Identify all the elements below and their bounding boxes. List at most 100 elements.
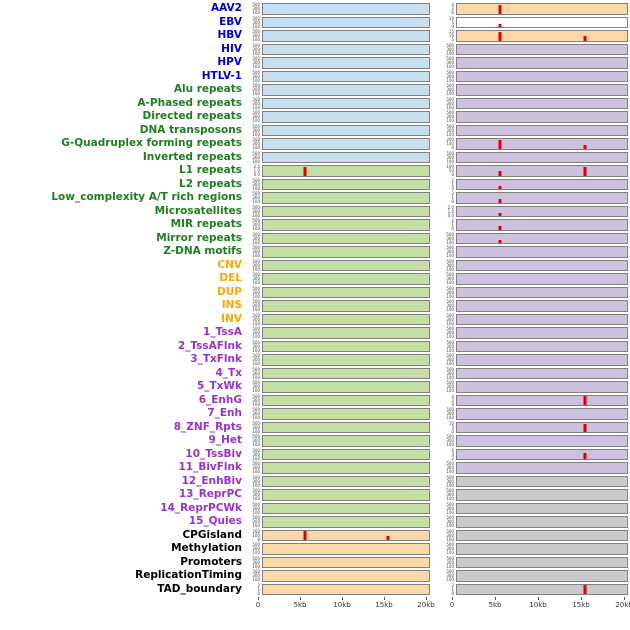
y-tick-label: 100 [252, 532, 260, 538]
y-tick-label: 100 [252, 118, 260, 123]
track-label: INV [221, 312, 242, 325]
peak-spike [498, 24, 501, 27]
y-tick-label: 300 [252, 438, 260, 443]
y-tick-label: 500 [252, 258, 260, 264]
y-tick-label: 300 [252, 559, 260, 565]
y-tick-label: 300 [252, 276, 260, 281]
right-y-axis: 500 300 100 [440, 83, 456, 97]
y-tick-label: 100 [446, 91, 454, 96]
y-tick-label: 0 [451, 590, 454, 596]
y-tick-label: 100 [252, 64, 260, 69]
track-label: Methylation [171, 542, 242, 554]
track-label: ReplicationTiming [135, 569, 242, 581]
track-label: 12_EnhBiv [181, 474, 242, 487]
y-tick-label: 300 [446, 249, 454, 254]
peak-spike [498, 199, 501, 203]
track-row: 14_ReprPCWk 500 300 100 500 300 100 [12, 502, 630, 516]
right-plot [456, 232, 628, 244]
x-tick [426, 597, 427, 600]
right-plot [456, 219, 628, 231]
y-tick-label: 300 [252, 249, 260, 254]
right-plot [456, 394, 628, 406]
y-tick-label: 500 [446, 366, 454, 372]
y-tick-label: 300 [252, 60, 260, 65]
right-y-axis: 10 5 0 [440, 16, 456, 30]
left-y-axis: 500 300 100 [246, 43, 262, 57]
right-y-axis: 500 300 100 [440, 272, 456, 286]
y-tick-label: 500 [446, 42, 454, 48]
peak-spike [498, 140, 501, 149]
right-y-axis: 500 300 100 [440, 313, 456, 327]
track-label: Alu repeats [173, 83, 242, 95]
y-tick-label: 500 [446, 285, 454, 291]
right-plot [456, 354, 628, 366]
right-y-axis: 500 300 100 [440, 326, 456, 340]
y-tick-label: 100 [446, 361, 454, 366]
y-tick-label: 500 [446, 150, 454, 156]
left-plot [262, 259, 430, 271]
track-label: TAD_boundary [157, 582, 242, 595]
y-tick-label: 0 [451, 226, 454, 231]
right-plot [456, 273, 628, 285]
track-row: INV 500 300 100 500 300 100 [12, 313, 630, 327]
track-row: Inverted repeats 500 300 100 500 300 100 [12, 151, 630, 165]
y-tick-label: 500 [252, 204, 260, 210]
y-tick-label: 300 [252, 303, 260, 308]
y-tick-label: 300 [252, 519, 260, 524]
y-tick-label: 500 [252, 299, 260, 304]
y-tick-label: 2 [451, 397, 454, 403]
y-tick-label: 100 [446, 280, 454, 285]
y-tick-label: 2 [451, 582, 454, 588]
x-tick [538, 597, 539, 600]
y-tick-label: 5 [451, 424, 454, 430]
peak-spike [498, 31, 501, 41]
y-tick-label: 500 [252, 272, 260, 277]
right-y-axis: 500 300 100 [440, 502, 456, 516]
y-tick-label: 100 [252, 145, 260, 150]
track-label: 2_TssAFlnk [177, 339, 242, 352]
y-tick-label: 100 [252, 442, 260, 447]
track-row: MIR repeats 500 300 100 2 1 0 [12, 218, 630, 232]
y-tick-label: 300 [446, 330, 454, 335]
left-plot [262, 273, 430, 285]
track-label: 1_TssA [203, 326, 242, 338]
right-plot [456, 111, 628, 123]
y-tick-label: 300 [252, 546, 260, 551]
y-tick-label: 500 [446, 245, 454, 250]
y-tick-label: 500 [446, 110, 454, 115]
y-tick-label: 200 [446, 137, 454, 142]
left-plot [262, 475, 430, 487]
y-tick-label: 300 [446, 60, 454, 65]
track-label: 3_TxFlnk [190, 353, 242, 365]
track-row: 3_TxFlnk 500 300 100 500 300 100 [12, 353, 630, 367]
y-tick-label: 100 [252, 131, 260, 137]
right-plot [456, 340, 628, 352]
left-plot [262, 448, 430, 460]
right-plot [456, 259, 628, 271]
left-plot [262, 367, 430, 379]
y-tick-label: 100 [252, 577, 260, 582]
track-row: Mirror repeats 500 300 100 500 300 100 [12, 232, 630, 246]
peak-spike [583, 167, 586, 176]
y-tick-label: 300 [446, 559, 454, 565]
left-y-axis: 500 300 100 [246, 205, 262, 219]
y-tick-label: 100 [252, 293, 260, 299]
left-plot [262, 340, 430, 352]
x-axis-row: 0 5kb 10kb 15kb 20kb 0 5kb 10kb 15kb 20kb [12, 597, 630, 613]
y-tick-label: 2 [451, 455, 454, 461]
left-plot [262, 529, 430, 541]
y-tick-label: 0 [257, 536, 260, 542]
left-plot [262, 556, 430, 568]
right-plot [456, 3, 628, 15]
left-plot [262, 354, 430, 366]
right-plot [456, 543, 628, 555]
track-row: TAD_boundary 2 1 0 2 1 0 [12, 583, 630, 597]
left-y-axis: 500 300 100 [246, 488, 262, 502]
track-label: 6_EnhG [198, 393, 242, 406]
right-y-axis: 500 300 100 [440, 124, 456, 138]
track-row: 2_TssAFlnk 500 300 100 500 300 100 [12, 340, 630, 354]
left-y-axis: 500 300 100 [246, 353, 262, 367]
y-tick-label: 100 [252, 415, 260, 420]
